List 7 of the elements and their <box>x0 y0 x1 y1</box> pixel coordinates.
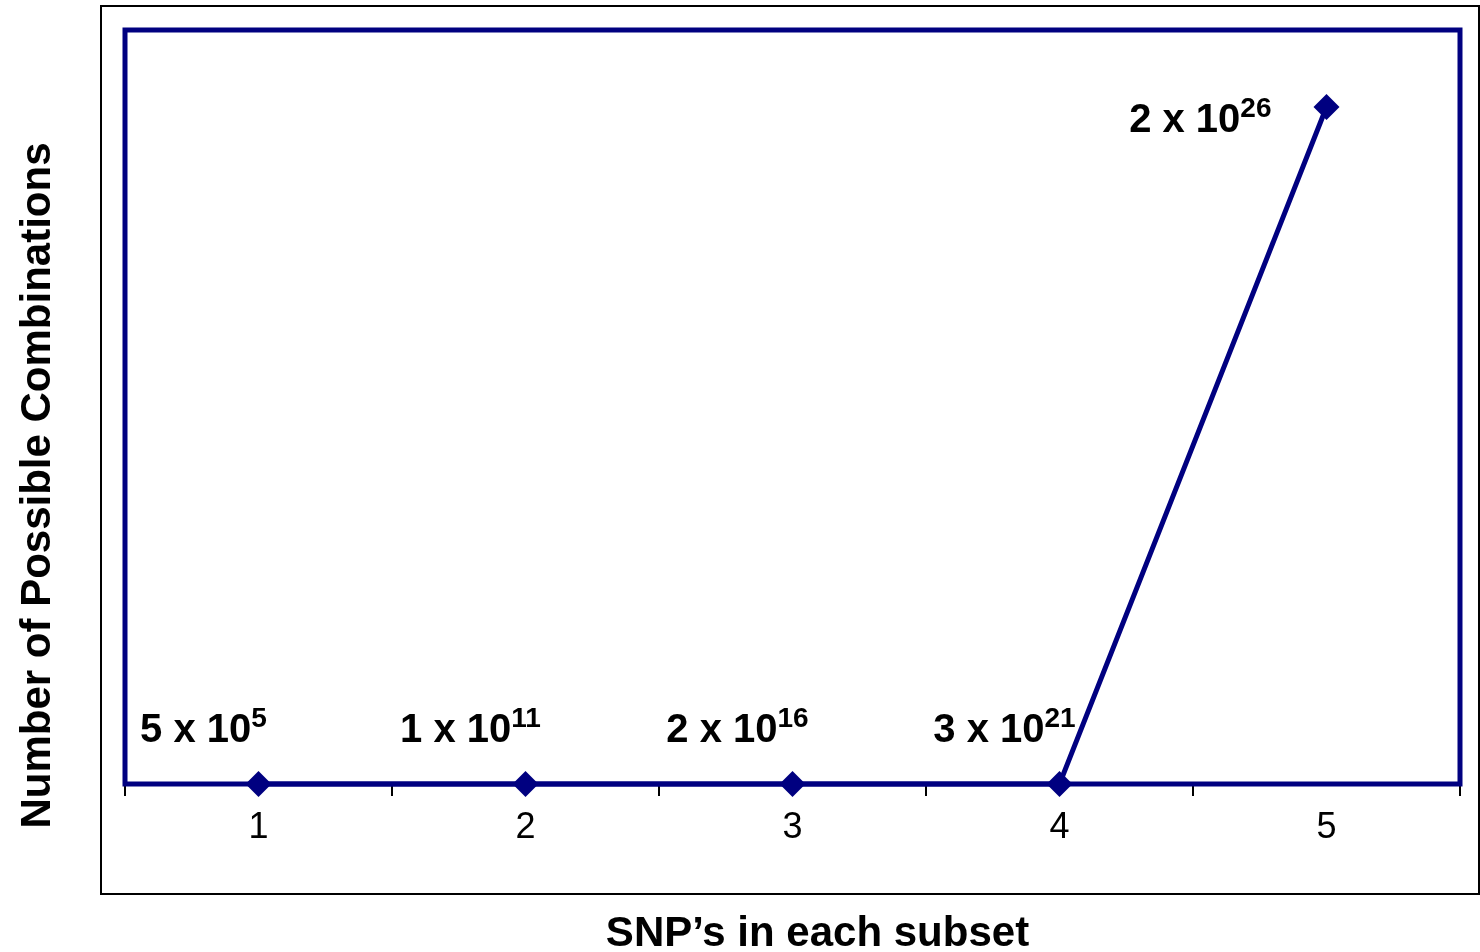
x-axis-title: SNP’s in each subset <box>605 908 1030 952</box>
x-tick-label: 3 <box>782 804 803 846</box>
x-tick-label: 4 <box>1049 804 1070 846</box>
x-tick-label: 5 <box>1316 804 1337 846</box>
x-tick-label: 1 <box>248 804 269 846</box>
y-axis-title: Number of Possible Combinations <box>12 142 59 829</box>
x-tick-label: 2 <box>515 804 536 846</box>
